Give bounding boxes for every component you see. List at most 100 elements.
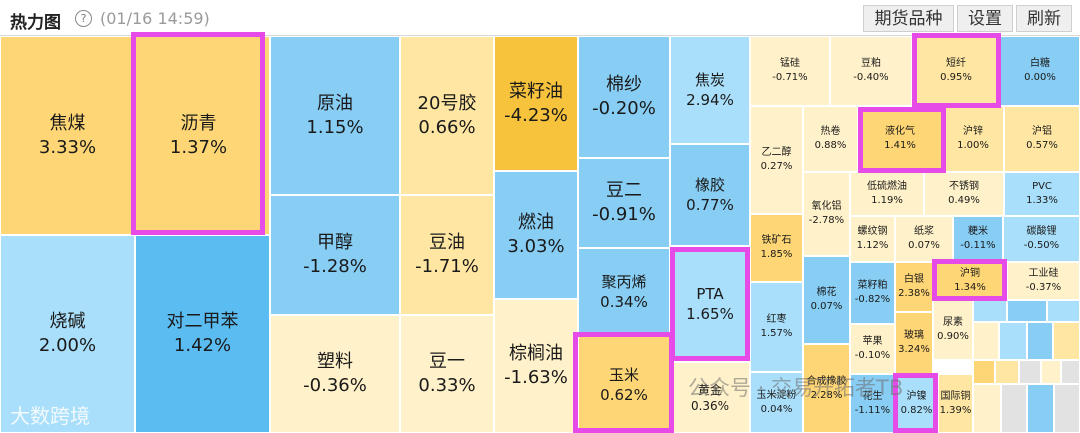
tile-gongyegui[interactable]: 工业硅 -0.37%: [1007, 262, 1080, 300]
tile-yuanyou[interactable]: 原油 1.15%: [270, 36, 400, 195]
tile-pct: -0.20%: [592, 98, 656, 119]
tile-unlabeled[interactable]: [1041, 360, 1061, 384]
tile-pct: 1.00%: [957, 140, 989, 151]
tile-menggui[interactable]: 锰硅 -0.71%: [750, 36, 830, 106]
tile-name: 碳酸锂: [1026, 226, 1057, 237]
tile-ranyou[interactable]: 燃油 3.03%: [494, 171, 578, 299]
tile-name: 对二甲苯: [166, 311, 239, 332]
tile-caiziyou[interactable]: 菜籽油 -4.23%: [494, 36, 578, 171]
tile-name: 螺纹钢: [857, 226, 888, 237]
settings-button[interactable]: 设置: [957, 5, 1013, 32]
tile-duanxian[interactable]: 短纤 0.95%: [912, 36, 1000, 106]
tile-xiangjiao[interactable]: 橡胶 0.77%: [670, 144, 750, 246]
tile-douyou[interactable]: 豆油 -1.71%: [400, 195, 494, 315]
tile-jubingxi[interactable]: 聚丙烯 0.34%: [578, 248, 670, 336]
tile-hulv[interactable]: 沪铝 0.57%: [1004, 106, 1080, 172]
tile-yehuaqi[interactable]: 液化气 1.41%: [858, 106, 942, 172]
tile-pvc[interactable]: PVC 1.33%: [1004, 172, 1080, 216]
tile-douer[interactable]: 豆二 -0.91%: [578, 158, 670, 248]
tile-doupo[interactable]: 豆粕 -0.40%: [830, 36, 912, 106]
tile-unlabeled[interactable]: [1061, 360, 1080, 384]
tile-name: 沪镍: [906, 390, 927, 402]
tile-pct: -4.23%: [504, 104, 568, 126]
tile-yierchun[interactable]: 乙二醇 0.27%: [750, 106, 803, 214]
tile-name: 豆一: [429, 351, 465, 372]
tile-pct: 1.15%: [306, 116, 364, 138]
tile-zonglvyou[interactable]: 棕榈油 -1.63%: [494, 299, 578, 433]
tile-niaosu[interactable]: 尿素 0.90%: [933, 300, 973, 360]
tile-huasheng[interactable]: 花生 -1.11%: [850, 374, 895, 433]
tile-name: 黄金: [697, 382, 722, 397]
tile-unlabeled[interactable]: [1007, 300, 1047, 322]
tile-unlabeled[interactable]: [1027, 384, 1054, 433]
tile-unlabeled[interactable]: [1001, 384, 1027, 433]
tile-yumidianfen[interactable]: 玉米淀粉 0.04%: [750, 372, 803, 433]
tile-huxin[interactable]: 沪锌 1.00%: [942, 106, 1004, 172]
tile-name: 苹果: [862, 336, 883, 347]
tile-douyi[interactable]: 豆一 0.33%: [400, 315, 494, 433]
futures-button[interactable]: 期货品种: [863, 5, 954, 32]
tile-name: 烧碱: [49, 311, 86, 332]
tile-huangjin[interactable]: 黄金 0.36%: [670, 362, 750, 433]
tile-hunie[interactable]: 沪镍 0.82%: [895, 374, 938, 433]
tile-duierjiaben[interactable]: 对二甲苯 1.42%: [135, 235, 270, 433]
tile-unlabeled[interactable]: [973, 360, 995, 384]
tile-name: 菜籽粕: [857, 280, 888, 291]
tile-shaojian[interactable]: 烧碱 2.00%: [0, 235, 135, 433]
tile-unlabeled[interactable]: [973, 322, 999, 360]
tile-jiaotan[interactable]: 焦炭 2.94%: [670, 36, 750, 144]
tile-mianshao[interactable]: 棉纱 -0.20%: [578, 36, 670, 158]
tile-yumi[interactable]: 玉米 0.62%: [578, 336, 670, 433]
tile-boli[interactable]: 玻璃 3.24%: [895, 312, 933, 374]
tile-pct: -0.91%: [592, 204, 656, 225]
tile-unlabeled[interactable]: [973, 384, 1001, 433]
tile-name: 甲醇: [317, 232, 353, 253]
tile-name: PVC: [1032, 181, 1052, 192]
tile-luowengang[interactable]: 螺纹钢 1.12%: [850, 216, 895, 262]
tile-unlabeled[interactable]: [1019, 360, 1041, 384]
tile-diliuranyou[interactable]: 低硫燃油 1.19%: [850, 172, 924, 216]
tile-baitang[interactable]: 白糖 0.00%: [1000, 36, 1080, 106]
tile-tansuanli[interactable]: 碳酸锂 -0.50%: [1003, 216, 1080, 262]
tile-hutong[interactable]: 沪铜 1.34%: [933, 262, 1007, 300]
tile-pct: 1.39%: [939, 404, 972, 416]
tile-pingguo[interactable]: 苹果 -0.10%: [850, 324, 895, 374]
tile-name: 棕榈油: [509, 343, 563, 364]
tile-unlabeled[interactable]: [973, 300, 1007, 322]
watermark-right: 公众号 · 交易开拓者TB: [688, 372, 903, 402]
refresh-button[interactable]: 刷新: [1016, 5, 1072, 32]
tile-name: 粳米: [968, 226, 988, 237]
tile-jiaomei[interactable]: 焦煤 3.33%: [0, 36, 135, 235]
tile-jiachun[interactable]: 甲醇 -1.28%: [270, 195, 400, 315]
tile-pct: 1.12%: [856, 240, 889, 251]
tile-rejuan[interactable]: 热卷 0.88%: [803, 106, 858, 172]
tile-unlabeled[interactable]: [1027, 322, 1053, 360]
tile-name: 尿素: [943, 317, 963, 328]
tile-hechengxiangjiao[interactable]: 合成橡胶 2.28%: [803, 344, 850, 433]
tile-unlabeled[interactable]: [1047, 300, 1080, 322]
tile-20haojiao[interactable]: 20号胶 0.66%: [400, 36, 494, 195]
tile-jingmi[interactable]: 粳米 -0.11%: [953, 216, 1003, 262]
tile-tiekuangshi[interactable]: 铁矿石 1.85%: [750, 214, 803, 282]
highlight-box: [858, 107, 946, 173]
tile-guojitong[interactable]: 国际铜 1.39%: [938, 374, 973, 433]
tile-yanghualv[interactable]: 氧化铝 -2.78%: [803, 172, 850, 256]
tile-suliao[interactable]: 塑料 -0.36%: [270, 315, 400, 433]
tile-zhijiang[interactable]: 纸浆 0.07%: [895, 216, 953, 262]
help-icon[interactable]: ?: [75, 10, 92, 27]
tile-mianhua[interactable]: 棉花 0.07%: [803, 256, 850, 344]
tile-pct: 0.27%: [760, 161, 793, 172]
tile-unlabeled[interactable]: [1054, 384, 1080, 433]
tile-pct: 0.34%: [600, 293, 648, 311]
tile-liqing[interactable]: 沥青 1.37%: [135, 36, 262, 235]
tile-buxiugang[interactable]: 不锈钢 0.49%: [924, 172, 1004, 216]
tile-unlabeled[interactable]: [1053, 322, 1080, 360]
tile-hongzao[interactable]: 红枣 1.57%: [750, 282, 803, 372]
tile-pct: 3.03%: [507, 236, 565, 257]
tile-baiyin[interactable]: 白银 2.38%: [895, 262, 933, 312]
tile-unlabeled[interactable]: [995, 360, 1019, 384]
tile-caizipo[interactable]: 菜籽粕 -0.82%: [850, 262, 895, 324]
page-title: 热力图: [10, 13, 61, 33]
tile-unlabeled[interactable]: [999, 322, 1027, 360]
watermark-text: 大数跨境: [10, 404, 90, 428]
